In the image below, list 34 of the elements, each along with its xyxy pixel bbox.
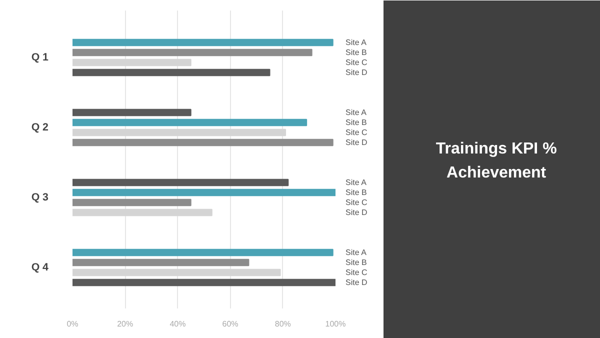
text: Site C bbox=[346, 268, 368, 277]
text: Site D bbox=[346, 208, 368, 217]
bar bbox=[72, 258, 250, 266]
text: Trainings KPI % Achievement bbox=[436, 140, 557, 182]
series-label: Site A bbox=[346, 38, 368, 47]
text: Site B bbox=[346, 258, 367, 267]
text: Site A bbox=[346, 178, 366, 187]
bar bbox=[72, 268, 281, 276]
bar bbox=[72, 58, 192, 66]
y-tick-label: Q 4 bbox=[31, 262, 49, 274]
text: Site A bbox=[346, 108, 366, 117]
text: Site C bbox=[346, 128, 368, 137]
bar bbox=[72, 278, 336, 286]
text: Site B bbox=[346, 118, 367, 127]
x-tick-label: 80% bbox=[274, 320, 291, 328]
text: Site C bbox=[346, 198, 368, 207]
text: Site D bbox=[346, 68, 368, 77]
x-tick-label: 100% bbox=[325, 320, 346, 328]
text: Site A bbox=[346, 248, 366, 257]
x-tick-label: 40% bbox=[170, 320, 186, 328]
bar bbox=[72, 68, 270, 76]
bar bbox=[72, 128, 286, 136]
y-tick-label: Q 3 bbox=[31, 192, 49, 204]
x-tick-label: 60% bbox=[222, 320, 238, 328]
x-tick-label: 20% bbox=[117, 320, 134, 328]
bar bbox=[72, 48, 312, 56]
text: Site B bbox=[346, 48, 367, 57]
x-tick-label: 0% bbox=[66, 320, 78, 328]
y-tick-label: Q 2 bbox=[31, 122, 49, 134]
y-tick-label: Q 1 bbox=[31, 52, 49, 64]
series-label: Site D bbox=[346, 278, 368, 287]
text: Site D bbox=[346, 138, 368, 147]
text: Site C bbox=[346, 58, 368, 67]
series-label: Site B bbox=[346, 188, 367, 197]
